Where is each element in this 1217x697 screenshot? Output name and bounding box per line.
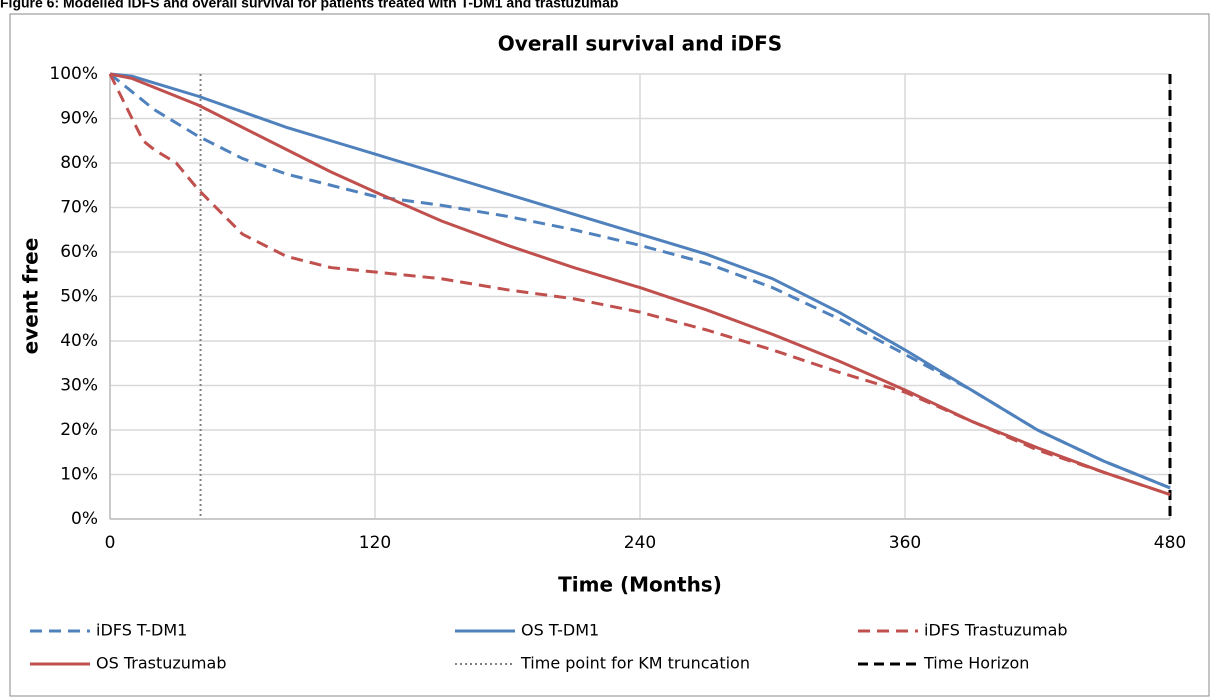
y-tick-label: 90%	[60, 109, 98, 129]
x-tick-label: 240	[624, 533, 656, 553]
y-tick-label: 0%	[71, 509, 98, 529]
y-tick-label: 50%	[60, 287, 98, 307]
legend-label: OS T-DM1	[521, 621, 599, 640]
legend-label: Time Horizon	[923, 654, 1029, 673]
y-tick-label: 30%	[60, 376, 98, 396]
figure-caption: Figure 6: Modelled iDFS and overall surv…	[0, 0, 618, 11]
y-tick-label: 100%	[49, 64, 98, 84]
x-tick-label: 120	[359, 533, 391, 553]
chart-title: Overall survival and iDFS	[498, 32, 782, 56]
x-tick-label: 360	[889, 533, 921, 553]
y-tick-label: 20%	[60, 420, 98, 440]
legend-label: iDFS T-DM1	[96, 621, 187, 640]
x-tick-label: 480	[1154, 533, 1186, 553]
series-line	[109, 72, 1171, 490]
legend-label: Time point for KM truncation	[520, 654, 750, 673]
legend-label: OS Trastuzumab	[96, 654, 226, 673]
legend-label: iDFS Trastuzumab	[924, 621, 1068, 640]
y-tick-label: 40%	[60, 331, 98, 351]
y-tick-label: 70%	[60, 198, 98, 218]
chart-frame	[9, 13, 1210, 697]
series-line	[108, 73, 1171, 496]
x-axis-label: Time (Months)	[558, 573, 722, 597]
y-axis-label: event free	[19, 238, 43, 355]
series-line	[109, 72, 1171, 496]
y-tick-label: 80%	[60, 153, 98, 173]
y-tick-label: 60%	[60, 242, 98, 262]
x-tick-label: 0	[105, 533, 116, 553]
y-tick-label: 10%	[60, 465, 98, 485]
